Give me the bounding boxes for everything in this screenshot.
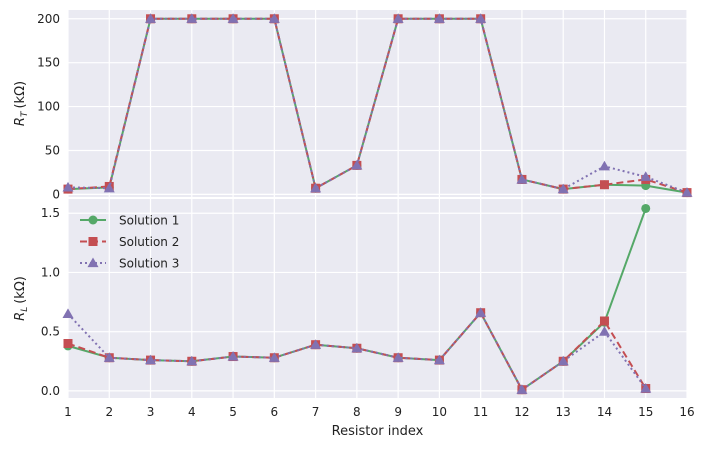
data-point-rl-solution-2-1 xyxy=(63,339,73,349)
legend: Solution 1 Solution 2 Solution 3 xyxy=(80,214,179,271)
legend-marker-2 xyxy=(88,237,98,246)
y-label-symbol-rl: R xyxy=(13,312,28,321)
plot-area-rt xyxy=(68,10,687,197)
y-label-symbol-rt: R xyxy=(13,117,28,126)
data-point-rt-solution-3-11 xyxy=(475,13,487,23)
x-axis-label: Resistor index xyxy=(332,424,424,439)
data-point-rt-solution-3-4 xyxy=(186,13,198,23)
legend-swatch-solution-2 xyxy=(80,237,106,246)
data-point-rl-solution-3-7 xyxy=(310,339,322,349)
data-point-rt-solution-3-9 xyxy=(392,13,404,23)
data-point-rl-solution-3-15 xyxy=(640,383,652,393)
y-ticks-rl: 0.0 0.5 1.0 1.5 xyxy=(41,206,60,398)
y-tick-label-rl-1-0: 1.0 xyxy=(41,265,60,279)
x-tick-label-13: 13 xyxy=(556,405,571,419)
y-label-subscript-rl: L xyxy=(20,307,30,312)
data-point-rl-solution-3-9 xyxy=(392,352,404,362)
x-tick-label-5: 5 xyxy=(229,405,237,419)
data-point-rt-solution-3-12 xyxy=(516,173,528,184)
data-point-rt-solution-3-7 xyxy=(310,182,322,193)
data-point-rl-solution-3-8 xyxy=(351,342,363,353)
data-point-rt-solution-3-14 xyxy=(598,160,610,171)
x-tick-label-4: 4 xyxy=(188,405,196,419)
y-ticks-rt: 0 50 100 150 200 xyxy=(37,12,60,202)
data-point-rl-solution-3-12 xyxy=(516,384,528,394)
legend-label-solution-1: Solution 1 xyxy=(119,214,179,228)
data-point-rt-solution-2-14 xyxy=(599,180,609,190)
data-point-rl-solution-3-14 xyxy=(598,326,610,336)
x-tick-label-7: 7 xyxy=(312,405,320,419)
data-point-rt-solution-3-3 xyxy=(145,13,157,23)
legend-marker-3 xyxy=(87,257,99,268)
y-tick-label-rl-0-5: 0.5 xyxy=(41,325,60,339)
data-point-rl-solution-3-3 xyxy=(145,354,157,365)
y-tick-label-rt-100: 100 xyxy=(37,100,60,114)
y-label-subscript-rt: T xyxy=(20,110,30,117)
grid-rl xyxy=(67,199,688,398)
y-tick-label-rt-0: 0 xyxy=(52,187,60,201)
x-tick-label-8: 8 xyxy=(353,405,361,419)
legend-label-solution-3: Solution 3 xyxy=(119,257,179,271)
y-axis-label-rt: RT(kΩ) xyxy=(13,81,30,126)
x-tick-label-2: 2 xyxy=(105,405,113,419)
data-point-rt-solution-3-10 xyxy=(433,13,445,23)
data-point-rl-solution-3-5 xyxy=(227,351,239,361)
legend-entry-solution-1: Solution 1 xyxy=(80,214,179,228)
series-rt xyxy=(62,13,693,198)
data-point-rl-solution-3-1 xyxy=(62,308,74,319)
x-tick-label-10: 10 xyxy=(432,405,447,419)
legend-swatch-solution-3 xyxy=(80,257,106,268)
x-tick-label-16: 16 xyxy=(679,405,694,419)
data-point-rl-solution-3-6 xyxy=(268,352,280,362)
series-rl xyxy=(62,203,652,395)
series-rl-solution-3 xyxy=(62,307,652,394)
series-line-rl-solution-2 xyxy=(67,311,647,391)
legend-marker-1 xyxy=(88,215,98,225)
y-label-unit-rt: (kΩ) xyxy=(13,81,28,109)
data-point-rt-solution-3-13 xyxy=(557,183,569,194)
y-tick-label-rl-1-5: 1.5 xyxy=(41,206,60,220)
y-tick-label-rt-50: 50 xyxy=(45,143,60,157)
panel-rl: 0.0 0.5 1.0 1.5 RL (kΩ) xyxy=(13,199,688,398)
plot-area-rl xyxy=(68,199,687,398)
data-point-rl-solution-2-14 xyxy=(599,316,609,326)
x-tick-label-12: 12 xyxy=(514,405,529,419)
data-point-rl-solution-3-11 xyxy=(475,307,487,317)
data-point-rt-solution-3-15 xyxy=(640,171,652,181)
data-point-rl-solution-3-13 xyxy=(557,355,569,366)
data-point-rt-solution-3-1 xyxy=(62,181,74,192)
x-tick-label-15: 15 xyxy=(638,405,653,419)
legend-entry-solution-2: Solution 2 xyxy=(80,235,179,249)
panel-rt: 0 50 100 150 200 RT(kΩ) xyxy=(13,10,693,201)
x-tick-label-1: 1 xyxy=(64,405,72,419)
series-line-rt-solution-3 xyxy=(67,17,688,194)
x-ticks: 1 2 3 4 5 6 7 8 9 10 11 12 13 14 15 16 xyxy=(64,405,694,419)
y-label-unit-rl: (kΩ) xyxy=(13,276,28,304)
y-tick-label-rl-0-0: 0.0 xyxy=(41,384,60,398)
x-tick-label-11: 11 xyxy=(473,405,488,419)
data-point-rl-solution-3-2 xyxy=(103,352,115,362)
data-point-rl-solution-3-10 xyxy=(433,354,445,365)
legend-entry-solution-3: Solution 3 xyxy=(80,257,179,271)
legend-swatch-solution-1 xyxy=(80,215,106,225)
y-tick-label-rt-200: 200 xyxy=(37,12,60,26)
data-point-rt-solution-3-2 xyxy=(103,182,115,193)
data-point-rl-solution-1-15 xyxy=(641,203,651,213)
series-rt-solution-3 xyxy=(62,13,693,197)
data-point-rl-solution-3-4 xyxy=(186,355,198,366)
data-point-rt-solution-3-6 xyxy=(268,13,280,23)
y-axis-label-rl: RL (kΩ) xyxy=(13,276,30,321)
y-tick-label-rt-150: 150 xyxy=(37,56,60,70)
data-point-rt-solution-3-8 xyxy=(351,159,363,170)
x-tick-label-14: 14 xyxy=(597,405,612,419)
x-tick-label-9: 9 xyxy=(394,405,402,419)
data-point-rt-solution-3-5 xyxy=(227,13,239,23)
grid-rt xyxy=(67,10,688,197)
data-point-rt-solution-3-16 xyxy=(681,187,693,197)
legend-label-solution-2: Solution 2 xyxy=(119,235,179,249)
x-tick-label-3: 3 xyxy=(147,405,155,419)
x-tick-label-6: 6 xyxy=(271,405,279,419)
